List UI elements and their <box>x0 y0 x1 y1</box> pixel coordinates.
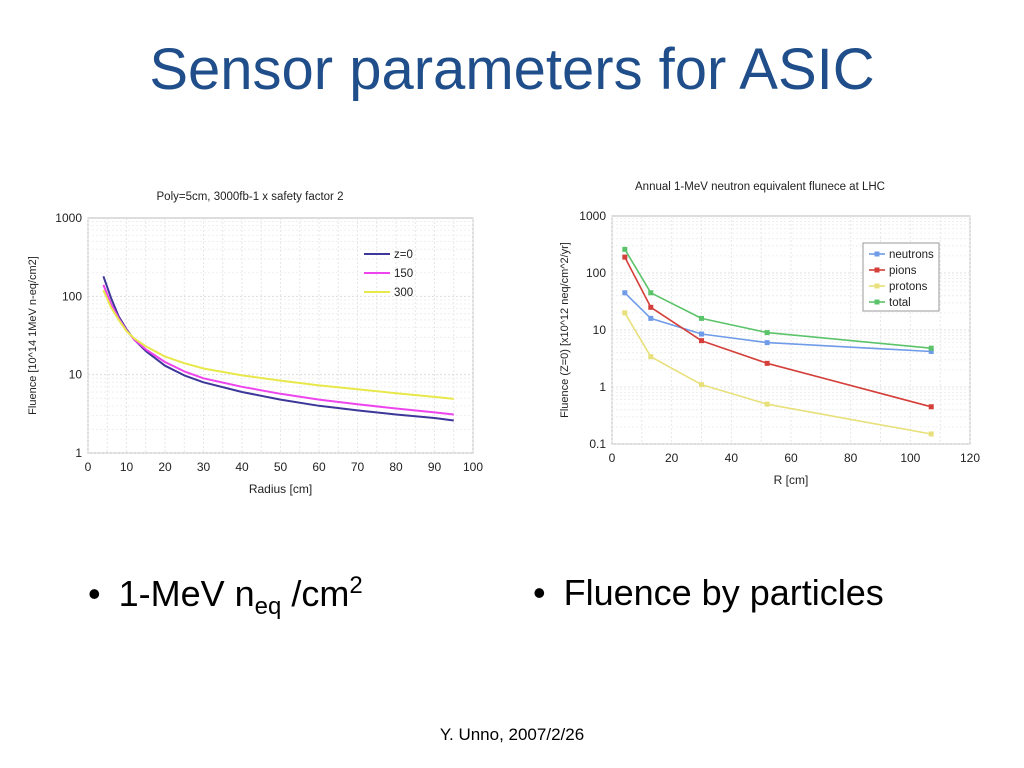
y-tick-label: 1000 <box>55 211 82 225</box>
x-tick-label: 50 <box>274 460 288 474</box>
data-point <box>648 290 654 296</box>
legend-entry: z=0 <box>394 249 413 261</box>
y-tick-label: 0.1 <box>589 437 606 451</box>
bullet-unit: /cm <box>281 573 350 614</box>
x-tick-label: 100 <box>463 460 483 474</box>
legend-entry: neutrons <box>889 249 934 261</box>
y-tick-label: 1 <box>75 446 82 460</box>
x-tick-label: 60 <box>784 451 798 465</box>
x-tick-label: 0 <box>609 451 616 465</box>
data-point <box>928 345 934 351</box>
x-tick-label: 90 <box>428 460 442 474</box>
y-axis-label: Fluence [10^14 1MeV n-eq/cm2] <box>27 256 39 415</box>
x-tick-label: 10 <box>120 460 134 474</box>
data-point <box>648 304 654 310</box>
y-tick-label: 1000 <box>579 209 606 223</box>
data-point <box>928 431 934 437</box>
data-point <box>622 310 628 316</box>
data-point <box>699 338 704 344</box>
bullet-neq: • 1-MeV neq /cm2 <box>88 572 363 621</box>
y-tick-label: 10 <box>593 323 607 337</box>
x-tick-label: 100 <box>900 451 920 465</box>
legend-entry: protons <box>889 281 928 293</box>
footer-credit: Y. Unno, 2007/2/26 <box>439 725 585 744</box>
x-tick-label: 40 <box>235 460 249 474</box>
fluence-radius-chart: Poly=5cm, 3000fb-1 x safety factor 2 0 10 2… <box>27 191 483 496</box>
x-tick-label: 40 <box>725 451 739 465</box>
data-point <box>928 348 934 354</box>
data-point <box>764 401 770 407</box>
y-tick-label: 100 <box>586 266 606 280</box>
x-tick-label: 0 <box>85 460 92 474</box>
bullet-subscript: eq <box>254 593 282 621</box>
y-tick-label: 10 <box>69 368 83 382</box>
legend-entry: 300 <box>394 287 413 299</box>
data-point <box>764 330 770 336</box>
x-tick-label: 70 <box>351 460 365 474</box>
data-point <box>648 354 654 360</box>
legend-marker <box>874 299 880 305</box>
data-point <box>928 404 934 410</box>
data-point <box>648 315 654 321</box>
bullet-dot: • <box>533 572 546 613</box>
legend-marker <box>874 283 880 289</box>
legend-entry: pions <box>889 265 917 277</box>
bullet-superscript: 2 <box>349 572 363 599</box>
x-tick-label: 80 <box>844 451 858 465</box>
x-tick-label: 30 <box>197 460 211 474</box>
x-axis-label: R [cm] <box>774 473 809 487</box>
data-point <box>622 254 628 260</box>
y-tick-label: 1 <box>599 380 606 394</box>
x-tick-label: 20 <box>665 451 679 465</box>
bullet-dot: • <box>88 573 101 614</box>
data-point <box>699 382 704 388</box>
x-tick-label: 80 <box>389 460 403 474</box>
bullet-text: Fluence by particles <box>563 572 884 613</box>
data-point <box>622 290 628 296</box>
series-line-300 <box>102 289 454 400</box>
data-point <box>699 331 704 337</box>
y-tick-label: 100 <box>62 289 82 303</box>
legend-entry: total <box>889 297 911 309</box>
y-axis-label: Fluence (Z=0) [x10^12 neq/cm^2/yr] <box>559 242 571 418</box>
slide-title: Sensor parameters for ASIC <box>149 37 875 102</box>
bullet-text: 1-MeV n <box>118 573 255 614</box>
legend-marker <box>874 267 880 273</box>
x-axis-label: Radius [cm] <box>249 482 312 496</box>
x-tick-label: 20 <box>158 460 172 474</box>
annual-fluence-chart: Annual 1-MeV neutron equivalent flunece … <box>559 181 980 487</box>
x-tick-label: 120 <box>960 451 980 465</box>
data-point <box>764 340 770 346</box>
chart-title: Poly=5cm, 3000fb-1 x safety factor 2 <box>157 191 344 203</box>
data-point <box>764 360 770 366</box>
chart-title: Annual 1-MeV neutron equivalent flunece … <box>635 181 885 193</box>
data-point <box>622 246 628 252</box>
data-point <box>699 315 704 321</box>
x-tick-label: 60 <box>312 460 326 474</box>
legend-marker <box>874 251 880 257</box>
legend-entry: 150 <box>394 268 413 280</box>
bullet-particles: • Fluence by particles <box>533 572 884 614</box>
